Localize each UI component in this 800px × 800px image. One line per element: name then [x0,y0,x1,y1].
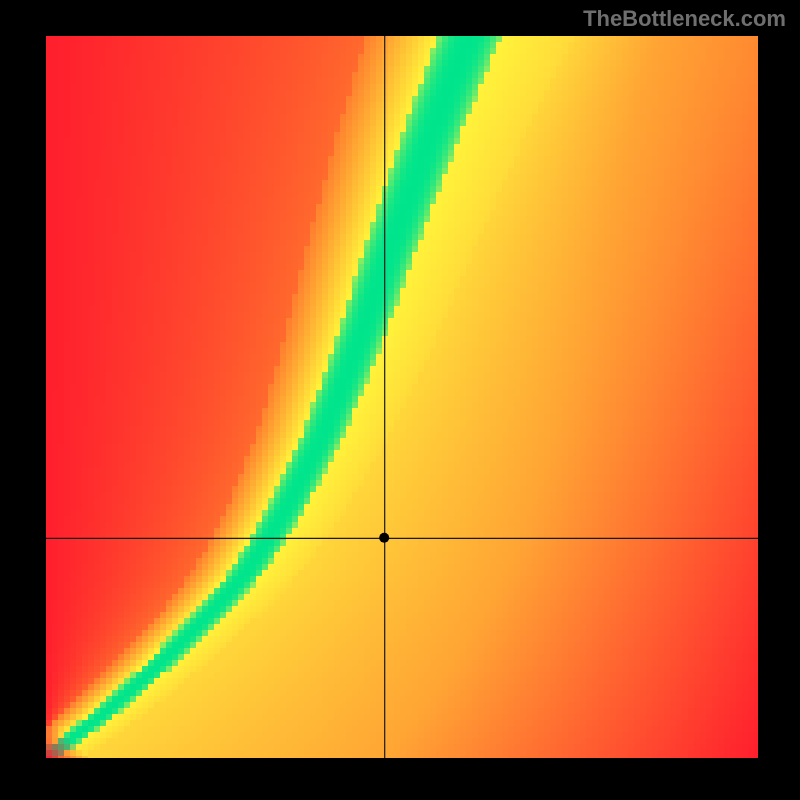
chart-container: TheBottleneck.com [0,0,800,800]
bottleneck-heatmap [0,0,800,800]
watermark-label: TheBottleneck.com [583,6,786,32]
